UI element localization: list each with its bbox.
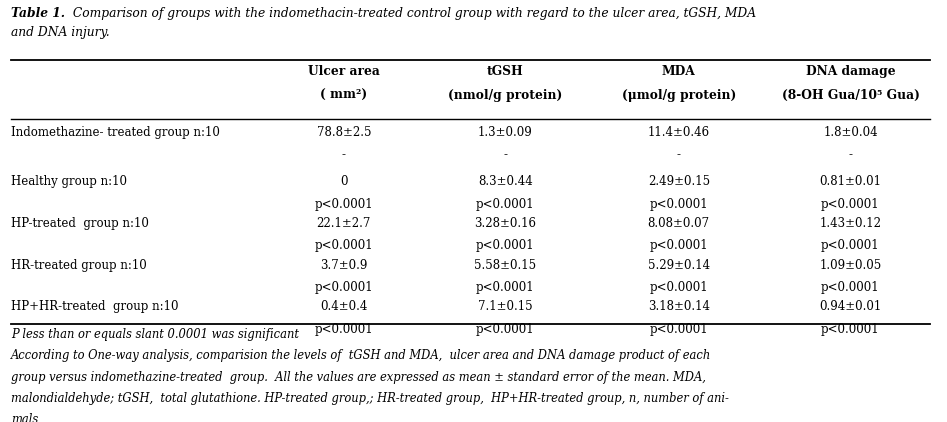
Text: (nmol/g protein): (nmol/g protein) <box>448 89 563 102</box>
Text: 7.1±0.15: 7.1±0.15 <box>478 300 532 314</box>
Text: p<0.0001: p<0.0001 <box>314 281 373 294</box>
Text: p<0.0001: p<0.0001 <box>650 197 708 211</box>
Text: According to One-way analysis, comparision the levels of  tGSH and MDA,  ulcer a: According to One-way analysis, comparisi… <box>10 349 711 362</box>
Text: 8.08±0.07: 8.08±0.07 <box>648 217 710 230</box>
Text: HR-treated group n:10: HR-treated group n:10 <box>10 259 147 272</box>
Text: and DNA injury.: and DNA injury. <box>10 27 110 40</box>
Text: MDA: MDA <box>662 65 696 78</box>
Text: p<0.0001: p<0.0001 <box>476 239 534 252</box>
Text: 0.94±0.01: 0.94±0.01 <box>819 300 882 314</box>
Text: malondialdehyde; tGSH,  total glutathione. HP-treated group,; HR-treated group, : malondialdehyde; tGSH, total glutathione… <box>10 392 728 405</box>
Text: p<0.0001: p<0.0001 <box>821 197 880 211</box>
Text: 8.3±0.44: 8.3±0.44 <box>478 175 532 188</box>
Text: P less than or equals slant 0.0001 was significant: P less than or equals slant 0.0001 was s… <box>10 328 298 341</box>
Text: p<0.0001: p<0.0001 <box>314 197 373 211</box>
Text: 1.3±0.09: 1.3±0.09 <box>478 126 532 139</box>
Text: p<0.0001: p<0.0001 <box>821 281 880 294</box>
Text: -: - <box>342 149 346 162</box>
Text: (μmol/g protein): (μmol/g protein) <box>621 89 736 102</box>
Text: p<0.0001: p<0.0001 <box>650 281 708 294</box>
Text: 1.43±0.12: 1.43±0.12 <box>819 217 882 230</box>
Text: p<0.0001: p<0.0001 <box>476 323 534 336</box>
Text: p<0.0001: p<0.0001 <box>650 239 708 252</box>
Text: Healthy group n:10: Healthy group n:10 <box>10 175 127 188</box>
Text: 0.81±0.01: 0.81±0.01 <box>819 175 882 188</box>
Text: Table 1.: Table 1. <box>10 7 64 20</box>
Text: 5.29±0.14: 5.29±0.14 <box>648 259 710 272</box>
Text: p<0.0001: p<0.0001 <box>650 323 708 336</box>
Text: 1.8±0.04: 1.8±0.04 <box>823 126 878 139</box>
Text: 3.28±0.16: 3.28±0.16 <box>474 217 536 230</box>
Text: 0: 0 <box>340 175 348 188</box>
Text: 2.49±0.15: 2.49±0.15 <box>648 175 710 188</box>
Text: p<0.0001: p<0.0001 <box>821 239 880 252</box>
Text: -: - <box>849 149 852 162</box>
Text: 22.1±2.7: 22.1±2.7 <box>316 217 371 230</box>
Text: group versus indomethazine-treated  group.  All the values are expressed as mean: group versus indomethazine-treated group… <box>10 371 706 384</box>
Text: DNA damage: DNA damage <box>806 65 895 78</box>
Text: 0.4±0.4: 0.4±0.4 <box>320 300 367 314</box>
Text: 3.18±0.14: 3.18±0.14 <box>648 300 709 314</box>
Text: p<0.0001: p<0.0001 <box>821 323 880 336</box>
Text: HP+HR-treated  group n:10: HP+HR-treated group n:10 <box>10 300 178 314</box>
Text: p<0.0001: p<0.0001 <box>314 323 373 336</box>
Text: mals: mals <box>10 413 38 422</box>
Text: HP-treated  group n:10: HP-treated group n:10 <box>10 217 149 230</box>
Text: 78.8±2.5: 78.8±2.5 <box>316 126 371 139</box>
Text: 1.09±0.05: 1.09±0.05 <box>819 259 882 272</box>
Text: -: - <box>503 149 508 162</box>
Text: Indomethazine- treated group n:10: Indomethazine- treated group n:10 <box>10 126 220 139</box>
Text: 3.7±0.9: 3.7±0.9 <box>320 259 367 272</box>
Text: Comparison of groups with the indomethacin-treated control group with regard to : Comparison of groups with the indomethac… <box>69 7 756 20</box>
Text: Ulcer area: Ulcer area <box>308 65 380 78</box>
Text: 11.4±0.46: 11.4±0.46 <box>648 126 710 139</box>
Text: -: - <box>677 149 681 162</box>
Text: 5.58±0.15: 5.58±0.15 <box>474 259 536 272</box>
Text: p<0.0001: p<0.0001 <box>314 239 373 252</box>
Text: (8-OH Gua/10⁵ Gua): (8-OH Gua/10⁵ Gua) <box>781 89 920 102</box>
Text: tGSH: tGSH <box>487 65 524 78</box>
Text: p<0.0001: p<0.0001 <box>476 197 534 211</box>
Text: p<0.0001: p<0.0001 <box>476 281 534 294</box>
Text: ( mm²): ( mm²) <box>320 89 367 102</box>
